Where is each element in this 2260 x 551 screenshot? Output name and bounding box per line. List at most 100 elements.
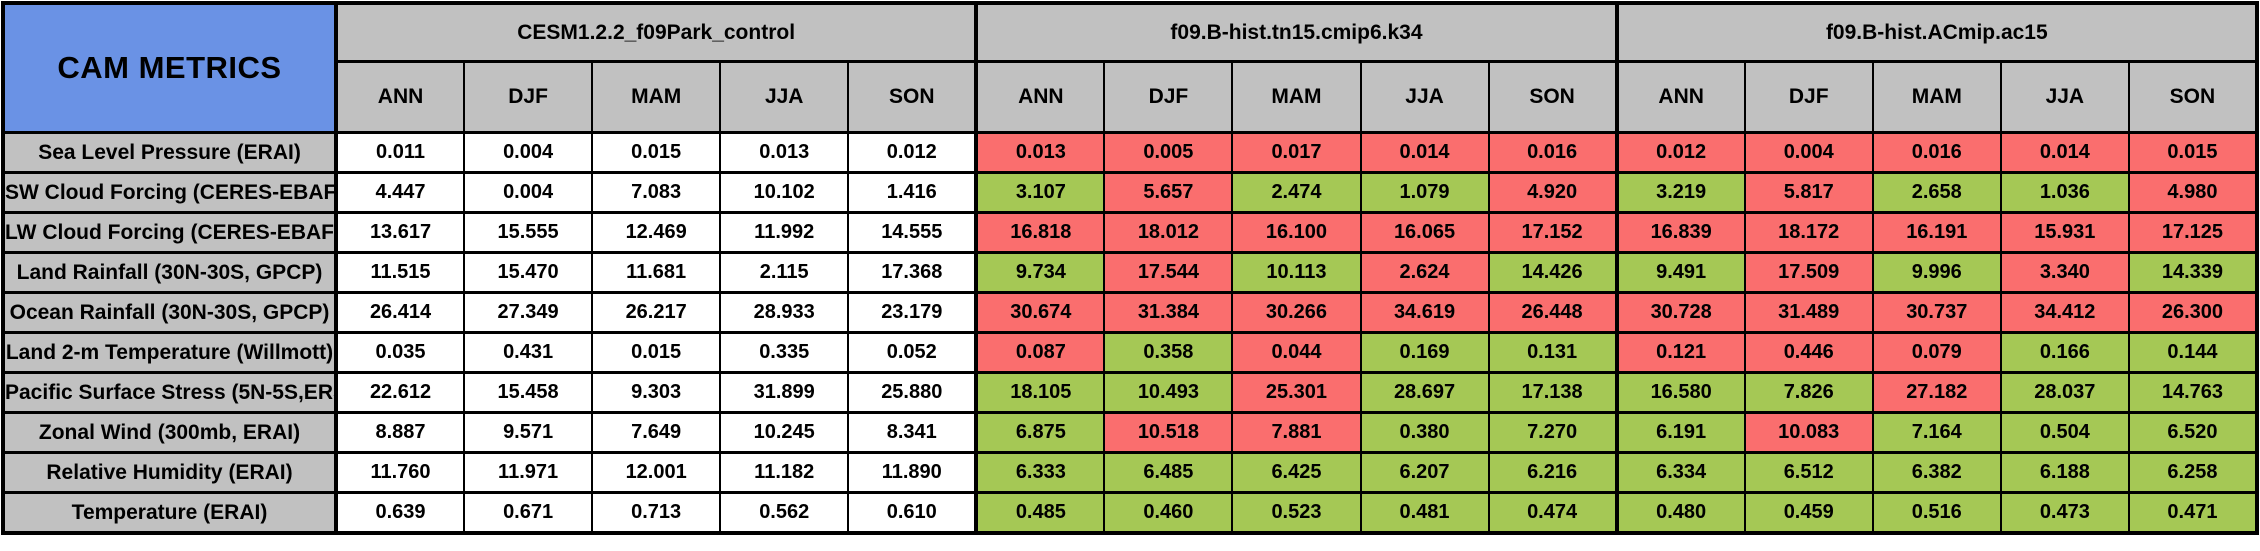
metric-value-cell: 4.920 (1487, 171, 1618, 214)
metric-value-cell: 10.518 (1103, 411, 1234, 454)
metric-value-cell: 16.580 (1614, 371, 1746, 414)
metric-value-cell: 0.166 (1999, 331, 2130, 374)
season-header-son-group3: SON (2127, 60, 2259, 134)
metric-value-cell: 18.105 (974, 371, 1106, 414)
metric-value-cell: 6.485 (1103, 451, 1234, 494)
metric-value-cell: 0.431 (463, 331, 594, 374)
metric-value-cell: 28.933 (719, 291, 850, 334)
model-group-header-3: f09.B-hist.ACmip.ac15 (1614, 1, 2259, 63)
metric-value-cell: 9.303 (591, 371, 722, 414)
metric-value-cell: 0.035 (333, 331, 466, 374)
metric-row: Land 2-m Temperature (Willmott) 0.035 0.43… (2, 331, 2259, 374)
metric-value-cell: 18.012 (1103, 211, 1234, 254)
metric-value-cell: 0.144 (2127, 331, 2259, 374)
metric-value-cell: 5.657 (1103, 171, 1234, 214)
metric-value-cell: 0.474 (1487, 491, 1618, 535)
metric-value-cell: 31.384 (1103, 291, 1234, 334)
metric-value-cell: 9.734 (974, 251, 1106, 294)
metric-value-cell: 0.016 (1871, 131, 2002, 174)
metric-value-cell: 8.887 (333, 411, 466, 454)
metric-value-cell: 26.448 (1487, 291, 1618, 334)
metric-value-cell: 10.102 (719, 171, 850, 214)
metric-row-label: SW Cloud Forcing (CERES-EBAF) (2, 171, 337, 214)
metric-value-cell: 16.065 (1359, 211, 1490, 254)
season-header-jja-group1: JJA (719, 60, 850, 134)
metric-value-cell: 6.334 (1614, 451, 1746, 494)
metric-value-cell: 10.493 (1103, 371, 1234, 414)
season-header-djf-group1: DJF (463, 60, 594, 134)
metric-value-cell: 12.001 (591, 451, 722, 494)
metric-value-cell: 0.015 (2127, 131, 2259, 174)
metric-value-cell: 6.875 (974, 411, 1106, 454)
season-header-jja-group2: JJA (1359, 60, 1490, 134)
metric-value-cell: 7.083 (591, 171, 722, 214)
season-header-mam-group3: MAM (1871, 60, 2002, 134)
season-header-ann-group1: ANN (333, 60, 466, 134)
metric-value-cell: 0.012 (847, 131, 978, 174)
metric-value-cell: 26.414 (333, 291, 466, 334)
metric-value-cell: 1.416 (847, 171, 978, 214)
metric-value-cell: 25.880 (847, 371, 978, 414)
metric-value-cell: 0.480 (1614, 491, 1746, 535)
metric-value-cell: 12.469 (591, 211, 722, 254)
metric-value-cell: 4.447 (333, 171, 466, 214)
metric-value-cell: 23.179 (847, 291, 978, 334)
metric-value-cell: 17.152 (1487, 211, 1618, 254)
metric-value-cell: 10.113 (1231, 251, 1362, 294)
metric-value-cell: 6.333 (974, 451, 1106, 494)
metric-value-cell: 0.004 (463, 131, 594, 174)
season-header-djf-group2: DJF (1103, 60, 1234, 134)
metric-value-cell: 6.512 (1743, 451, 1874, 494)
metric-value-cell: 0.079 (1871, 331, 2002, 374)
metric-value-cell: 0.121 (1614, 331, 1746, 374)
metric-value-cell: 0.639 (333, 491, 466, 535)
metric-value-cell: 0.131 (1487, 331, 1618, 374)
metric-value-cell: 4.980 (2127, 171, 2259, 214)
metric-value-cell: 0.380 (1359, 411, 1490, 454)
metric-row-label: Land Rainfall (30N-30S, GPCP) (2, 251, 337, 294)
metric-value-cell: 9.996 (1871, 251, 2002, 294)
metric-value-cell: 7.164 (1871, 411, 2002, 454)
metric-row: Sea Level Pressure (ERAI) 0.011 0.004 0.015… (2, 131, 2259, 174)
metric-value-cell: 0.471 (2127, 491, 2259, 535)
metric-value-cell: 10.083 (1743, 411, 1874, 454)
metric-value-cell: 0.358 (1103, 331, 1234, 374)
metric-row: SW Cloud Forcing (CERES-EBAF) 4.447 0.004 7… (2, 171, 2259, 214)
metric-value-cell: 16.100 (1231, 211, 1362, 254)
model-group-header-2: f09.B-hist.tn15.cmip6.k34 (974, 1, 1618, 63)
metric-value-cell: 0.671 (463, 491, 594, 535)
metric-value-cell: 0.610 (847, 491, 978, 535)
metric-value-cell: 0.014 (1359, 131, 1490, 174)
season-header-row: ANN DJF MAM JJA SON ANN DJF MAM JJA SON ANN DJF MAM J… (3, 60, 2259, 134)
metric-value-cell: 0.013 (974, 131, 1106, 174)
season-header-djf-group3: DJF (1743, 60, 1874, 134)
season-header-jja-group3: JJA (1999, 60, 2130, 134)
cam-metrics-table: CAM METRICS CESM1.2.2_f09Park_control f0… (1, 1, 2259, 535)
metric-value-cell: 2.624 (1359, 251, 1490, 294)
season-header-ann-group3: ANN (1614, 60, 1746, 134)
metric-value-cell: 2.474 (1231, 171, 1362, 214)
metric-value-cell: 9.491 (1614, 251, 1746, 294)
metric-value-cell: 6.191 (1614, 411, 1746, 454)
metric-value-cell: 16.818 (974, 211, 1106, 254)
metric-value-cell: 11.515 (333, 251, 466, 294)
metric-row-label: Pacific Surface Stress (5N-5S,ERS) (2, 371, 337, 414)
metric-value-cell: 0.446 (1743, 331, 1874, 374)
metric-value-cell: 22.612 (333, 371, 466, 414)
metric-value-cell: 30.737 (1871, 291, 2002, 334)
metric-value-cell: 28.037 (1999, 371, 2130, 414)
metric-value-cell: 26.217 (591, 291, 722, 334)
metric-value-cell: 14.339 (2127, 251, 2259, 294)
model-header-row: CAM METRICS CESM1.2.2_f09Park_control f0… (2, 1, 2259, 134)
metric-value-cell: 11.760 (333, 451, 466, 494)
table-title: CAM METRICS (2, 1, 337, 134)
metric-value-cell: 2.115 (719, 251, 850, 294)
season-header-mam-group1: MAM (591, 60, 722, 134)
metric-value-cell: 3.219 (1614, 171, 1746, 214)
metric-row-label: Sea Level Pressure (ERAI) (2, 131, 337, 174)
metric-row: Temperature (ERAI) 0.639 0.671 0.713 0.562 0.… (2, 491, 2259, 535)
metric-value-cell: 30.728 (1614, 291, 1746, 334)
metric-value-cell: 17.125 (2127, 211, 2259, 254)
metric-value-cell: 0.713 (591, 491, 722, 535)
